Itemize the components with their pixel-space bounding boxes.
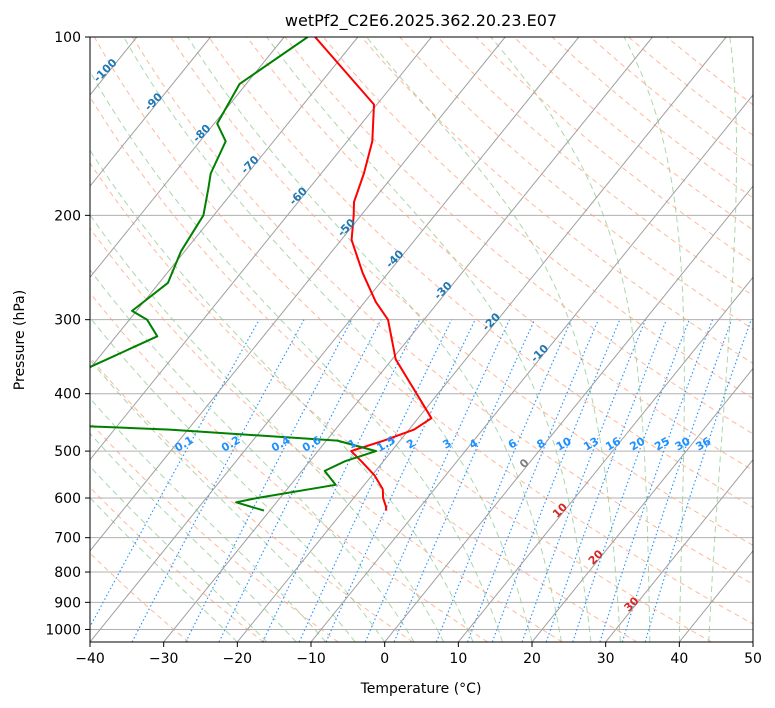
isotherm: [605, 458, 753, 642]
y-tick-label: 500: [54, 444, 81, 460]
isotherm: [384, 185, 753, 642]
isotherm: [90, 37, 359, 370]
mixing-ratio-lines: [90, 319, 752, 642]
dry-adiabat: [322, 37, 753, 399]
isotherm: [752, 641, 753, 642]
y-tick-label: 400: [54, 387, 81, 403]
moist-adiabat: [90, 149, 474, 642]
temperature-profile: [314, 37, 433, 511]
dry-adiabat: [90, 356, 414, 642]
mixing-ratio-line: [218, 319, 382, 642]
chart-title: wetPf2_C2E6.2025.362.20.23.E07: [285, 11, 557, 31]
isotherm: [0, 37, 63, 642]
moist-adiabat: [623, 37, 685, 642]
pressure-gridlines: [90, 37, 753, 630]
dry-adiabat: [93, 37, 753, 625]
moist-adiabat: [90, 359, 356, 642]
axes: −40 −30 −20 −10 0 10 20 30 40 50 100 200 300 400 500 60…: [45, 30, 762, 667]
mixing-ratio-line: [621, 319, 733, 642]
isotherm: [90, 37, 285, 279]
dry-adiabat: [90, 162, 638, 642]
x-tick-label: 50: [744, 651, 762, 667]
mixing-ratio-line: [90, 319, 260, 628]
isotherm: [90, 37, 211, 187]
mixing-ratio-line: [545, 319, 667, 642]
x-tick-label: −30: [149, 651, 179, 667]
mixing-ratio-line: [521, 319, 647, 642]
moist-adiabat: [90, 214, 445, 642]
x-tick-label: −40: [75, 651, 105, 667]
isotherm: [163, 37, 653, 642]
isotherm: [90, 37, 432, 461]
dry-adiabat: [246, 37, 753, 471]
isotherm: [531, 367, 753, 642]
moist-adiabat: [708, 37, 738, 642]
moist-adiabat: [266, 37, 592, 642]
x-tick-label: 0: [380, 651, 389, 667]
y-tick-label: 800: [54, 565, 81, 581]
dry-adiabat: [437, 37, 753, 297]
y-tick-label: 200: [54, 208, 81, 224]
plot-area-background: [90, 37, 753, 642]
isotherms: [0, 37, 753, 642]
y-tick-label: 1000: [45, 622, 81, 638]
x-tick-label: 30: [597, 651, 615, 667]
dewpoint-profile: [90, 37, 378, 512]
isotherm: [310, 94, 753, 642]
x-axis-title: Temperature (°C): [360, 681, 482, 697]
y-tick-label: 100: [54, 30, 81, 46]
isotherm: [236, 37, 727, 642]
isotherm: [90, 37, 580, 642]
mixing-ratio-line: [131, 319, 305, 642]
moist-adiabat: [90, 497, 238, 642]
isotherm: [90, 37, 506, 552]
mixing-ratio-line: [572, 319, 690, 642]
mixing-ratio-line: [393, 319, 536, 642]
dry-adiabat: [361, 37, 753, 364]
moist-adiabat: [90, 70, 503, 642]
mixing-ratio-line: [491, 319, 621, 642]
y-tick-label: 900: [54, 595, 81, 611]
dry-adiabat: [90, 552, 190, 642]
moist-adiabat: [123, 37, 533, 642]
moist-adiabat: [187, 37, 562, 642]
moist-adiabat: [90, 465, 268, 642]
moist-adiabat: [490, 37, 651, 642]
x-tick-label: 40: [670, 651, 688, 667]
dry-adiabat: [208, 37, 753, 508]
dry-adiabat: [90, 486, 264, 642]
y-tick-label: 700: [54, 531, 81, 547]
mixing-ratio-line: [298, 319, 453, 642]
plot-frame: [89, 36, 754, 643]
dry-adiabat: [132, 37, 753, 585]
y-axis-title: Pressure (hPa): [12, 290, 28, 390]
x-tick-label: −20: [223, 651, 253, 667]
y-tick-label: 300: [54, 313, 81, 329]
mixing-ratio-line: [185, 319, 353, 642]
mixing-ratio-line: [325, 319, 476, 642]
dry-adiabat: [90, 227, 563, 642]
dry-adiabat: [90, 292, 488, 642]
x-tick-label: 10: [449, 651, 467, 667]
x-tick-label: 20: [523, 651, 541, 667]
y-tick-label: 600: [54, 491, 81, 507]
x-tick-label: −10: [296, 651, 326, 667]
isotherm: [457, 276, 753, 642]
moist-adiabat: [366, 37, 621, 642]
sounding-series: [90, 37, 433, 512]
